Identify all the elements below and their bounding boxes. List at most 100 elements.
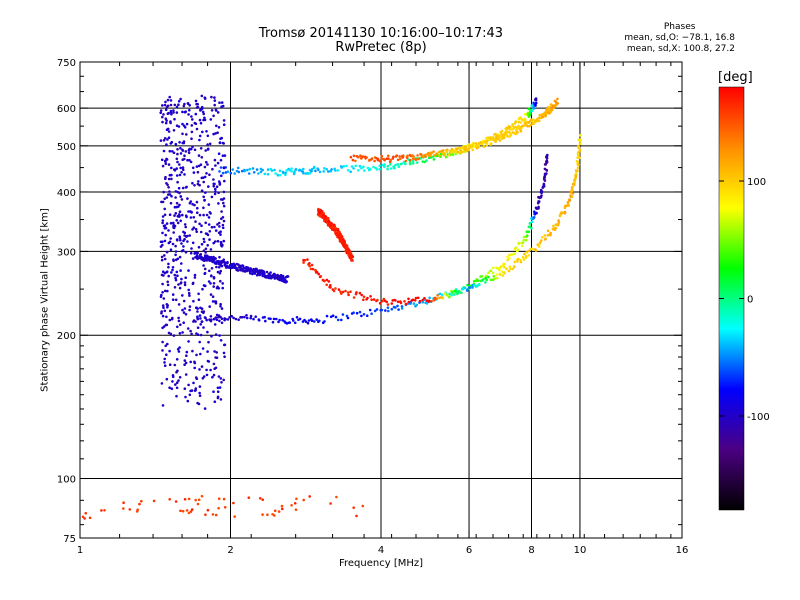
data-point [362, 298, 365, 302]
data-point [231, 168, 234, 171]
data-point [167, 111, 170, 115]
data-point [380, 157, 384, 160]
data-point [386, 303, 390, 306]
data-point [172, 221, 175, 225]
data-point [178, 173, 182, 177]
data-point [191, 349, 194, 353]
data-point [390, 307, 394, 311]
data-point [194, 99, 198, 103]
data-point [168, 95, 171, 99]
data-point [534, 97, 538, 100]
data-point [538, 116, 541, 119]
data-point [440, 293, 444, 297]
data-point [381, 299, 384, 303]
data-point [204, 221, 207, 225]
data-point [216, 223, 219, 226]
data-point [185, 354, 188, 358]
data-point [346, 291, 350, 294]
data-point [183, 363, 186, 367]
data-point [247, 172, 251, 175]
data-point [526, 234, 529, 237]
data-point [189, 329, 192, 333]
data-point [486, 139, 489, 142]
data-point [541, 115, 545, 119]
data-point [219, 377, 223, 380]
data-point [500, 137, 504, 140]
data-point [370, 312, 373, 316]
data-point [397, 308, 400, 311]
data-point [217, 260, 220, 263]
data-point [188, 393, 192, 397]
y-tick-label: 100 [57, 475, 76, 486]
data-point [199, 121, 203, 125]
data-point [482, 145, 486, 148]
data-point [205, 259, 209, 262]
data-point [546, 153, 549, 157]
data-point [373, 159, 376, 163]
data-point [199, 333, 203, 337]
data-point [205, 213, 209, 217]
data-point [532, 101, 535, 105]
data-point [197, 298, 201, 302]
data-point [382, 297, 386, 301]
data-point [511, 127, 515, 131]
data-point [205, 318, 208, 322]
data-point [190, 137, 193, 140]
data-point [196, 502, 200, 506]
data-point [169, 121, 172, 125]
x-tick-label: 6 [466, 545, 472, 556]
data-point [441, 149, 445, 152]
data-point [357, 169, 360, 172]
data-point [205, 172, 208, 175]
data-point [466, 288, 469, 292]
data-point [212, 282, 216, 285]
data-point [202, 237, 206, 241]
data-point [317, 207, 320, 211]
data-point [178, 376, 182, 379]
data-point [427, 152, 430, 155]
data-point [223, 154, 227, 157]
data-point [396, 163, 400, 166]
data-point [206, 143, 209, 146]
data-point [524, 256, 528, 260]
data-point [421, 155, 425, 158]
data-point [181, 122, 184, 126]
data-point [202, 206, 205, 210]
data-point [325, 278, 329, 282]
data-point [544, 113, 548, 117]
data-point [295, 316, 299, 319]
data-point [182, 311, 186, 314]
data-point [534, 248, 537, 251]
data-point [198, 394, 202, 398]
data-point [219, 243, 223, 246]
data-point [369, 295, 372, 298]
data-point [165, 196, 169, 199]
data-point [189, 360, 192, 364]
data-point [315, 270, 319, 274]
data-point [162, 306, 165, 310]
data-point [372, 165, 375, 169]
data-point [254, 315, 257, 319]
data-point [168, 498, 171, 501]
data-point [183, 359, 187, 362]
data-point [197, 498, 201, 502]
data-point [513, 260, 517, 264]
data-point [190, 332, 193, 336]
data-point [273, 509, 277, 513]
data-point [573, 183, 576, 186]
data-point [182, 245, 185, 248]
data-point [214, 333, 218, 336]
data-point [307, 319, 311, 322]
data-point [471, 148, 475, 152]
data-point [362, 295, 366, 299]
data-point [201, 347, 205, 350]
data-point [169, 111, 173, 114]
data-point [182, 140, 186, 143]
data-point [358, 291, 362, 295]
data-point [389, 163, 392, 166]
data-point [178, 141, 181, 144]
data-point [161, 104, 164, 107]
data-point [222, 351, 226, 355]
data-point [348, 252, 352, 256]
data-point [383, 163, 386, 166]
